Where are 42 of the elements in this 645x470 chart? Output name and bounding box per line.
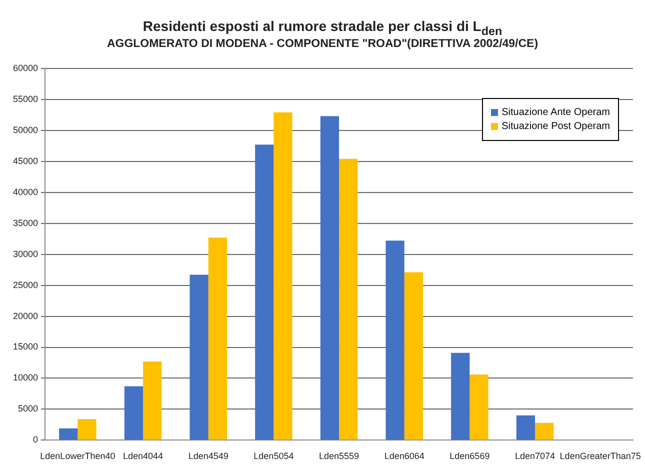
y-tick-label: 0 [33, 434, 38, 445]
legend-label: Situazione Ante Operam [502, 107, 610, 118]
bar [208, 238, 227, 440]
y-tick-label: 15000 [12, 342, 38, 352]
bar [386, 240, 404, 440]
bar [190, 274, 208, 440]
y-tick-label: 50000 [12, 124, 38, 135]
y-tick-label: 30000 [12, 248, 38, 259]
bar [470, 374, 488, 440]
x-tick-label: Lden4044 [123, 451, 164, 462]
x-tick-label: Lden7074 [514, 451, 556, 462]
y-tick-label: 5000 [18, 404, 38, 414]
bar [339, 158, 358, 440]
bar [124, 386, 144, 440]
legend-label: Situazione Post Operam [502, 121, 610, 132]
x-tick-label: Lden4549 [188, 451, 228, 462]
x-tick-label: Lden6064 [384, 451, 424, 462]
chart-subtitle: AGGLOMERATO DI MODENA - COMPONENTE "ROAD"(DIRETTIVA 2002/49/CE) [106, 38, 540, 50]
chart-title: Residenti esposti al rumore stradale per classi di L$_{den}$ [142, 18, 504, 38]
bar [59, 428, 78, 440]
y-tick-label: 10000 [12, 372, 38, 383]
bar [451, 352, 470, 440]
x-tick-label: Lden5054 [254, 451, 294, 462]
bar [78, 419, 96, 440]
y-tick-label: 40000 [12, 186, 38, 197]
x-tick-label: Lden5559 [318, 451, 360, 462]
bar [255, 144, 274, 440]
x-tick-label: Lden6569 [450, 451, 490, 462]
bar [516, 415, 536, 440]
y-tick-label: 20000 [12, 310, 38, 321]
bar [143, 362, 162, 440]
bar [320, 116, 340, 440]
x-tick-label: LdenLowerThen40 [40, 451, 116, 462]
bar [404, 272, 423, 440]
x-tick-label: LdenGreaterThan75 [560, 451, 641, 462]
y-tick-label: 35000 [12, 218, 38, 228]
y-tick-label: 60000 [12, 62, 38, 73]
bar [535, 422, 554, 440]
bar [274, 112, 292, 440]
y-tick-label: 55000 [12, 94, 38, 104]
y-tick-label: 25000 [12, 280, 38, 290]
y-tick-label: 45000 [12, 156, 38, 166]
